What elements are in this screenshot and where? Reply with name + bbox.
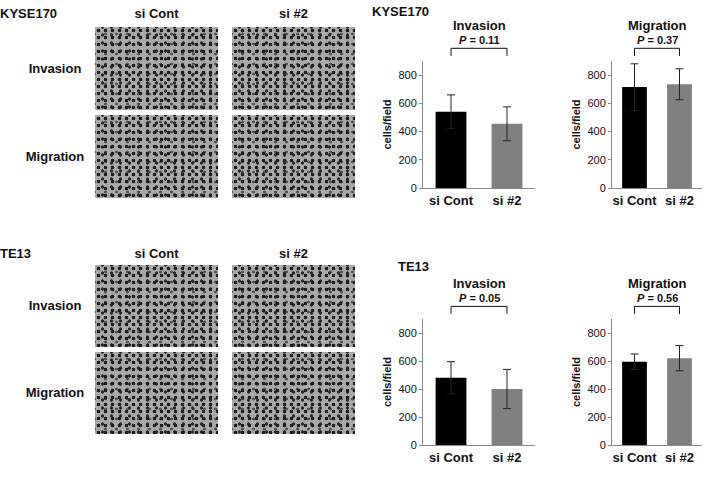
svg-text:P = 0.56: P = 0.56 [637, 292, 678, 304]
html-text:Migration: Migration [25, 148, 85, 164]
svg-text:P = 0.37: P = 0.37 [637, 34, 678, 46]
svg-text:si Cont: si Cont [612, 450, 657, 465]
svg-text:si Cont: si Cont [612, 193, 657, 208]
svg-text:cells/field: cells/field [381, 99, 393, 149]
svg-text:P = 0.11: P = 0.11 [459, 34, 500, 46]
svg-text:800: 800 [587, 327, 605, 339]
svg-text:cells/field: cells/field [381, 357, 393, 407]
svg-text:400: 400 [587, 383, 605, 395]
svg-text:800: 800 [398, 327, 416, 339]
svg-text:cells/field: cells/field [570, 99, 582, 149]
svg-text:800: 800 [398, 69, 416, 81]
svg-text:400: 400 [587, 125, 605, 137]
svg-text:200: 200 [587, 411, 605, 423]
svg-text:Migration: Migration [628, 18, 687, 33]
svg-text:800: 800 [587, 69, 605, 81]
html-text:Invasion: Invasion [28, 298, 82, 313]
svg-text:si #2: si #2 [665, 450, 694, 465]
svg-text:si Cont: si Cont [429, 450, 474, 465]
svg-text:si #2: si #2 [493, 450, 522, 465]
svg-text:600: 600 [398, 355, 416, 367]
svg-text:200: 200 [587, 154, 605, 166]
svg-text:200: 200 [398, 154, 416, 166]
svg-text:si Cont: si Cont [429, 193, 474, 208]
svg-text:400: 400 [398, 383, 416, 395]
svg-text:KYSE170: KYSE170 [372, 4, 429, 19]
svg-text:0: 0 [411, 182, 417, 194]
html-text:si Cont: si Cont [134, 246, 179, 261]
svg-text:0: 0 [600, 439, 606, 451]
svg-text:si #2: si #2 [665, 193, 694, 208]
html-text:Migration: Migration [25, 385, 85, 400]
svg-text:400: 400 [398, 125, 416, 137]
svg-text:Migration: Migration [628, 276, 687, 291]
html-text:Invasion: Invasion [28, 60, 82, 76]
svg-text:cells/field: cells/field [570, 357, 582, 407]
svg-text:si #2: si #2 [493, 193, 522, 208]
svg-text:0: 0 [411, 439, 417, 451]
svg-text:TE13: TE13 [398, 259, 429, 274]
html-text:si #2: si #2 [279, 246, 308, 261]
svg-text:600: 600 [398, 97, 416, 109]
html-text:si Cont: si Cont [134, 6, 179, 21]
svg-text:600: 600 [587, 355, 605, 367]
svg-text:P = 0.05: P = 0.05 [459, 292, 500, 304]
svg-text:0: 0 [600, 182, 606, 194]
html-text:si #2: si #2 [279, 6, 308, 21]
svg-text:Invasion: Invasion [453, 276, 506, 291]
svg-text:Invasion: Invasion [453, 18, 506, 33]
html-text:KYSE170: KYSE170 [0, 6, 58, 21]
svg-text:600: 600 [587, 97, 605, 109]
html-text:TE13: TE13 [0, 246, 32, 261]
svg-text:200: 200 [398, 411, 416, 423]
